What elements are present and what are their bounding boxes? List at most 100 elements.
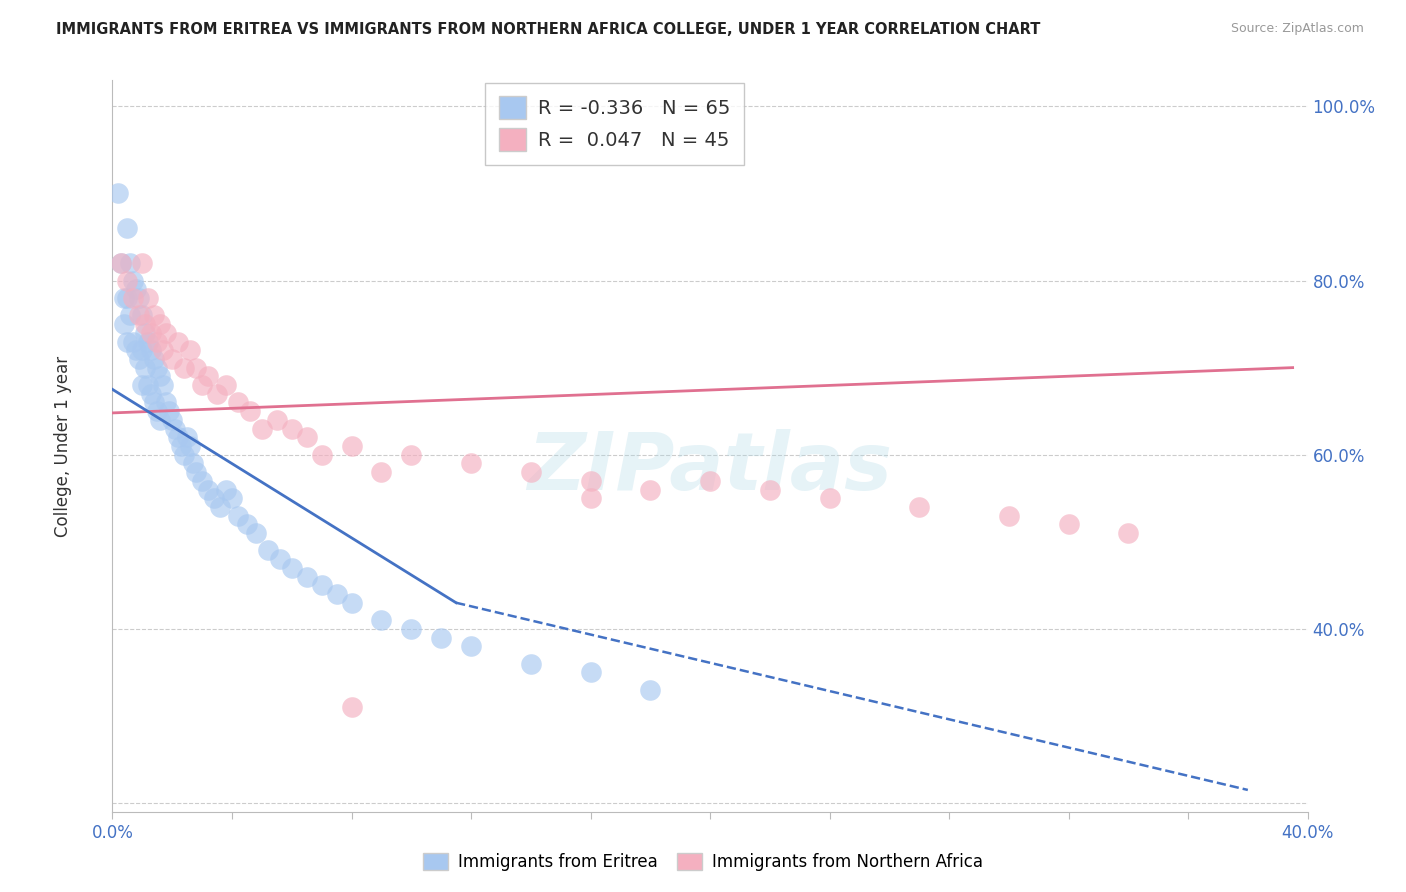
Point — [143, 395, 166, 409]
Point — [520, 657, 543, 671]
Point — [141, 386, 163, 401]
Point — [157, 404, 180, 418]
Point — [149, 369, 172, 384]
Point — [205, 386, 228, 401]
Point — [295, 430, 318, 444]
Point — [370, 613, 392, 627]
Text: Source: ZipAtlas.com: Source: ZipAtlas.com — [1230, 22, 1364, 36]
Point — [114, 317, 135, 331]
Point — [138, 291, 160, 305]
Point — [128, 309, 150, 323]
Point — [579, 474, 602, 488]
Legend: R = -0.336   N = 65, R =  0.047   N = 45: R = -0.336 N = 65, R = 0.047 N = 45 — [485, 83, 744, 164]
Point — [141, 343, 163, 358]
Point — [146, 360, 169, 375]
Point — [370, 465, 392, 479]
Point — [110, 256, 132, 270]
Point — [125, 343, 148, 358]
Point — [131, 256, 153, 270]
Point — [186, 360, 208, 375]
Point — [1118, 526, 1140, 541]
Point — [162, 351, 183, 366]
Point — [202, 491, 225, 506]
Point — [146, 334, 169, 349]
Point — [191, 378, 214, 392]
Point — [281, 561, 304, 575]
Point — [226, 508, 249, 523]
Point — [131, 378, 153, 392]
Point — [162, 413, 183, 427]
Point — [122, 334, 145, 349]
Legend: Immigrants from Eritrea, Immigrants from Northern Africa: Immigrants from Eritrea, Immigrants from… — [415, 845, 991, 880]
Point — [125, 282, 148, 296]
Point — [155, 326, 177, 340]
Point — [152, 378, 174, 392]
Point — [215, 378, 238, 392]
Point — [173, 448, 195, 462]
Text: IMMIGRANTS FROM ERITREA VS IMMIGRANTS FROM NORTHERN AFRICA COLLEGE, UNDER 1 YEAR: IMMIGRANTS FROM ERITREA VS IMMIGRANTS FR… — [56, 22, 1040, 37]
Point — [114, 291, 135, 305]
Point — [818, 491, 841, 506]
Point — [186, 465, 208, 479]
Point — [257, 543, 280, 558]
Point — [340, 700, 363, 714]
Text: ZIPatlas: ZIPatlas — [527, 429, 893, 507]
Point — [149, 413, 172, 427]
Point — [245, 526, 267, 541]
Point — [120, 256, 142, 270]
Point — [269, 552, 291, 566]
Point — [311, 448, 333, 462]
Point — [579, 491, 602, 506]
Point — [340, 439, 363, 453]
Point — [191, 474, 214, 488]
Point — [122, 291, 145, 305]
Point — [117, 221, 139, 235]
Point — [181, 457, 204, 471]
Point — [134, 317, 156, 331]
Point — [295, 569, 318, 583]
Point — [239, 404, 262, 418]
Point — [131, 309, 153, 323]
Point — [138, 378, 160, 392]
Point — [311, 578, 333, 592]
Point — [215, 483, 238, 497]
Point — [152, 343, 174, 358]
Point — [401, 448, 423, 462]
Point — [143, 309, 166, 323]
Point — [221, 491, 243, 506]
Point — [155, 395, 177, 409]
Point — [179, 343, 201, 358]
Point — [281, 421, 304, 435]
Point — [908, 500, 931, 514]
Point — [250, 421, 273, 435]
Point — [759, 483, 782, 497]
Text: College, Under 1 year: College, Under 1 year — [55, 355, 72, 537]
Point — [149, 317, 172, 331]
Point — [340, 596, 363, 610]
Point — [143, 351, 166, 366]
Point — [209, 500, 232, 514]
Point — [131, 343, 153, 358]
Point — [266, 413, 288, 427]
Point — [226, 395, 249, 409]
Point — [122, 274, 145, 288]
Point — [107, 186, 129, 201]
Point — [117, 334, 139, 349]
Point — [197, 483, 219, 497]
Point — [579, 665, 602, 680]
Point — [640, 682, 662, 697]
Point — [117, 291, 139, 305]
Point — [170, 439, 193, 453]
Point — [110, 256, 132, 270]
Point — [134, 360, 156, 375]
Point — [117, 274, 139, 288]
Point — [325, 587, 347, 601]
Point — [640, 483, 662, 497]
Point — [1057, 517, 1080, 532]
Point — [401, 622, 423, 636]
Point — [430, 631, 453, 645]
Point — [998, 508, 1021, 523]
Point — [460, 640, 482, 654]
Point — [128, 291, 150, 305]
Point — [167, 430, 190, 444]
